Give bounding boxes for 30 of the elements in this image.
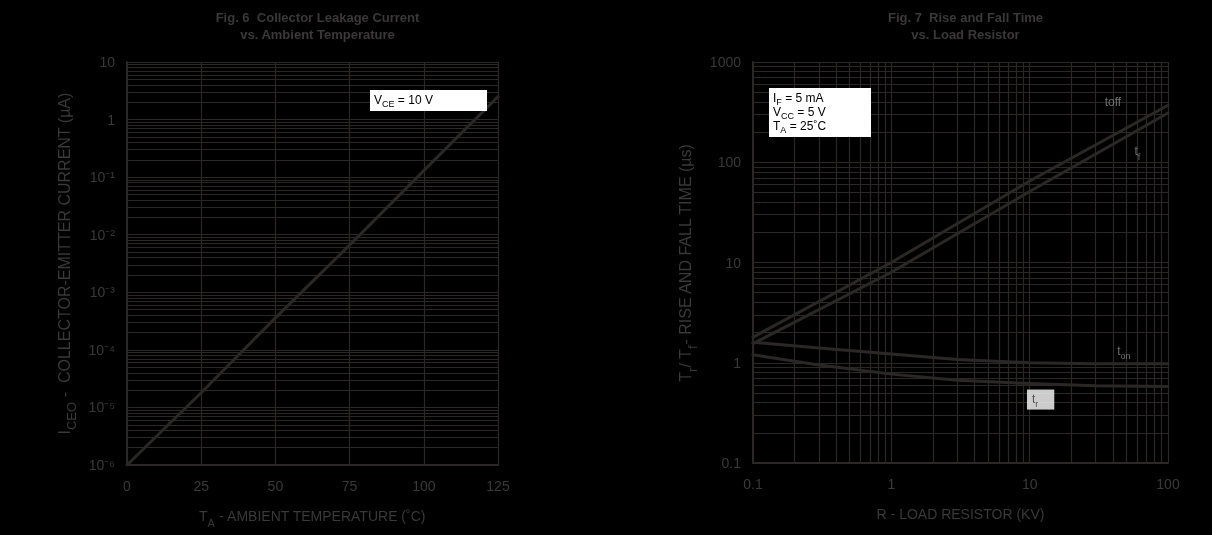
y-tick-label: 10⁻¹ — [89, 169, 116, 186]
chart-title: Fig. 6 Collector Leakage Current vs. Ambient Temperature — [215, 10, 421, 42]
x-tick-label: 50 — [267, 478, 284, 494]
y-tick-label: 1 — [107, 111, 116, 128]
text-box: I$_{F}$ = 5 mA V$_{CC}$ = 5 V T$_{A}$ = 25˚C — [769, 88, 871, 137]
text-box: V$_{CE}$ = 10 V — [370, 90, 487, 111]
x-tick-label: 25 — [193, 478, 210, 494]
y-tick-label: 10⁻⁵ — [88, 399, 115, 416]
x-tick-label: 0.1 — [743, 476, 763, 492]
y-tick-label: 1000 — [709, 54, 742, 70]
y-tick-label: 10⁻³ — [89, 284, 116, 301]
y-axis-title: ICEO - COLLECTOR-EMITTER CURRENT (µA) — [56, 92, 79, 435]
x-tick-label: 100 — [1156, 476, 1180, 492]
x-tick-label: 10 — [1021, 476, 1038, 492]
y-tick-label: 100 — [717, 154, 742, 171]
y-tick-label: 10⁻² — [89, 226, 116, 243]
chart-title: Fig. 7 Rise and Fall Time vs. Load Resistor — [887, 10, 1044, 42]
x-tick-label: 125 — [486, 478, 510, 494]
x-tick-label: 75 — [341, 478, 358, 494]
y-tick-label: 10 — [725, 254, 742, 271]
x-tick-label: 1 — [887, 476, 896, 492]
y-tick-label: 10 — [99, 54, 116, 70]
y-tick-label: 1 — [733, 354, 742, 371]
y-tick-label: 10⁻⁴ — [88, 341, 115, 358]
x-axis-title: R - LOAD RESISTOR (KV) — [876, 506, 1045, 522]
y-tick-label: 10⁻⁶ — [88, 457, 115, 473]
y-tick-label: 0.1 — [721, 455, 742, 471]
x-tick-label: 100 — [412, 478, 436, 494]
x-tick-label: 0 — [123, 478, 132, 494]
series-label: toff — [1104, 95, 1122, 110]
